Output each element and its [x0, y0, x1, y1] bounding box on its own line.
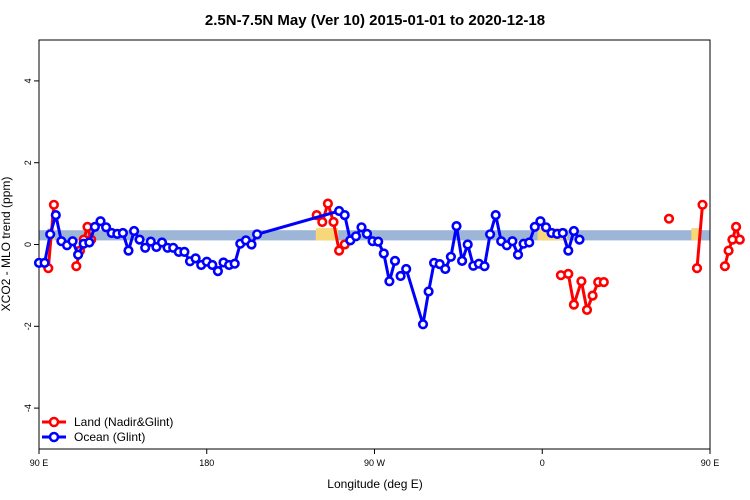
data-point-ocean: [50, 210, 61, 221]
data-point-ocean: [339, 210, 350, 221]
data-point-land: [334, 245, 345, 256]
data-point-ocean: [457, 255, 468, 267]
series-line-land: [695, 204, 704, 269]
y-axis-title: XCO2 - MLO trend (ppm): [0, 177, 13, 312]
data-point-ocean: [384, 276, 395, 287]
data-point-ocean: [361, 228, 373, 239]
data-point-ocean: [540, 222, 552, 233]
data-point-ocean: [479, 261, 490, 272]
data-point-ocean: [179, 246, 190, 257]
y-tick-label: -2: [23, 322, 33, 330]
data-point-land: [730, 221, 742, 232]
data-point-ocean: [440, 263, 451, 275]
y-tick-label: 0: [23, 242, 33, 247]
data-point-land: [563, 268, 574, 280]
data-point-land: [697, 199, 708, 210]
data-point-ocean: [39, 257, 50, 269]
data-point-ocean: [485, 229, 496, 240]
y-tick-label: -4: [23, 404, 33, 412]
land-band-segment: [322, 228, 334, 241]
data-point-land: [719, 261, 731, 272]
data-point-ocean: [451, 221, 462, 232]
ocean-band: [39, 230, 710, 241]
data-point-ocean: [512, 249, 524, 260]
data-point-ocean: [212, 266, 223, 277]
data-point-land: [322, 198, 334, 209]
data-point-ocean: [378, 248, 389, 259]
legend: Land (Nadir&Glint) Ocean (Glint): [42, 415, 173, 444]
data-point-ocean: [373, 236, 384, 247]
x-axis-title: Longitude (deg E): [327, 477, 422, 491]
data-point-ocean: [445, 251, 457, 262]
data-point-ocean: [350, 231, 362, 242]
data-point-ocean: [490, 210, 501, 221]
x-tick-label: 90 W: [364, 458, 386, 468]
data-point-land: [581, 304, 593, 316]
data-point-land: [71, 261, 82, 272]
data-point-ocean: [100, 222, 112, 233]
legend-label-land: Land (Nadir&Glint): [74, 415, 173, 429]
data-point-land: [587, 290, 598, 301]
data-point-land: [576, 276, 587, 287]
data-point-ocean: [45, 229, 56, 240]
data-point-ocean: [395, 270, 406, 282]
data-point-land: [734, 234, 745, 245]
legend-marker-ocean: [48, 431, 60, 443]
data-point-ocean: [401, 263, 412, 275]
data-point-ocean: [535, 216, 546, 227]
data-point-land: [568, 299, 580, 310]
data-point-land: [691, 263, 703, 274]
data-point-ocean: [423, 286, 434, 297]
data-point-ocean: [134, 234, 145, 245]
data-point-ocean: [356, 222, 367, 233]
data-point-ocean: [67, 236, 78, 247]
data-point-ocean: [246, 239, 257, 250]
x-tick-label: 90 E: [701, 458, 720, 468]
data-point-ocean: [207, 259, 218, 271]
data-point-ocean: [95, 216, 106, 227]
y-tick-label: 4: [23, 78, 33, 83]
data-point-land: [48, 199, 60, 210]
legend-marker-land: [48, 416, 60, 428]
data-point-ocean: [72, 249, 84, 260]
data-point-land: [723, 245, 734, 256]
data-point-ocean: [574, 234, 585, 245]
data-point-ocean: [524, 237, 535, 248]
legend-label-ocean: Ocean (Glint): [74, 430, 145, 444]
y-axis: -4 -2 0 2 4: [23, 78, 39, 412]
data-point-ocean: [389, 255, 401, 267]
data-point-ocean: [229, 258, 240, 269]
data-point-land: [328, 216, 339, 228]
data-point-ocean: [140, 242, 151, 253]
x-tick-label: 180: [199, 458, 214, 468]
data-point-ocean: [84, 237, 95, 248]
data-point-land: [663, 213, 675, 224]
data-point-ocean: [252, 229, 263, 240]
data-point-ocean: [557, 227, 568, 239]
data-point-ocean: [462, 239, 473, 250]
data-point-ocean: [417, 319, 429, 330]
data-point-ocean: [123, 245, 134, 256]
data-point-ocean: [190, 253, 201, 264]
data-point-ocean: [563, 245, 574, 256]
chart-title: 2.5N-7.5N May (Ver 10) 2015-01-01 to 202…: [205, 12, 545, 29]
data-point-ocean: [117, 227, 128, 239]
series-layer: [33, 198, 745, 330]
data-point-ocean: [507, 236, 518, 247]
data-point-ocean: [529, 221, 540, 232]
x-tick-label: 90 E: [30, 458, 49, 468]
data-point-ocean: [568, 225, 580, 237]
land-band-segment: [691, 228, 700, 241]
data-point-land: [317, 216, 328, 228]
data-point-ocean: [89, 221, 100, 232]
x-axis: 90 E 180 90 W 0 90 E: [30, 449, 720, 468]
x-tick-label: 0: [540, 458, 545, 468]
y-tick-label: 2: [23, 160, 33, 165]
data-point-land: [598, 277, 609, 288]
data-point-ocean: [129, 225, 140, 237]
